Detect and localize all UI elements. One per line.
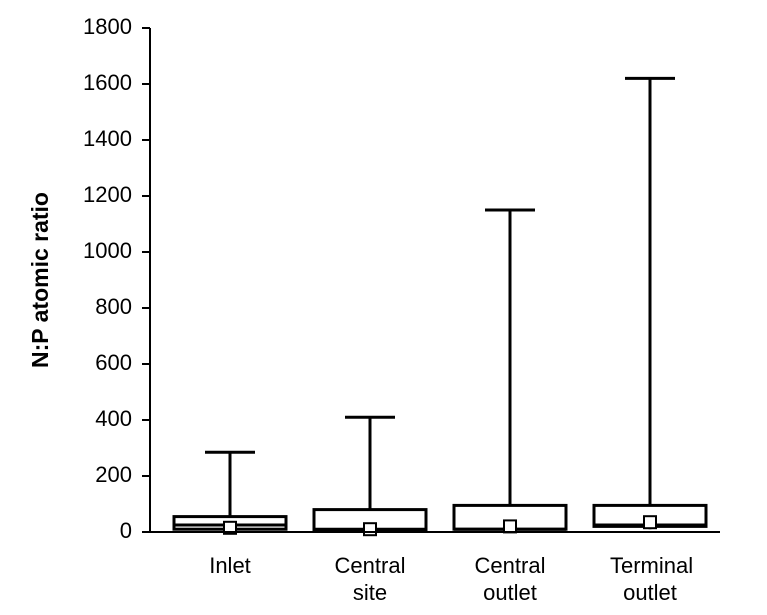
mean-marker <box>363 522 377 537</box>
x-tick-label: Inlet <box>209 553 251 578</box>
mean-marker <box>643 515 657 530</box>
y-tick-label: 1000 <box>83 238 132 263</box>
y-tick-label: 200 <box>95 462 132 487</box>
y-tick-label: 0 <box>120 518 132 543</box>
y-tick-label: 1400 <box>83 126 132 151</box>
y-tick-label: 1200 <box>83 182 132 207</box>
mean-marker <box>223 520 237 535</box>
mean-marker <box>503 519 517 534</box>
x-tick-label: Terminal outlet <box>610 553 694 605</box>
y-tick-label: 600 <box>95 350 132 375</box>
y-tick-label: 1800 <box>83 14 132 39</box>
x-tick-label: Central outlet <box>474 553 546 605</box>
y-axis-label: N:P atomic ratio <box>27 192 53 368</box>
y-tick-label: 400 <box>95 406 132 431</box>
y-tick-label: 1600 <box>83 70 132 95</box>
x-tick-label: Central site <box>334 553 406 605</box>
y-tick-label: 800 <box>95 294 132 319</box>
